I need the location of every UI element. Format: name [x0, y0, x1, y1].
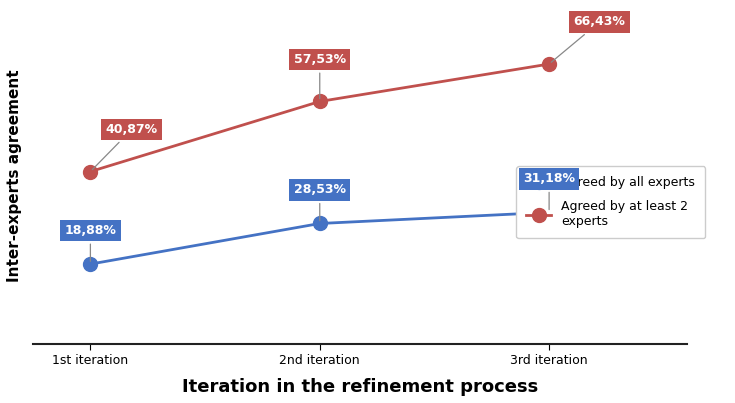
Text: 57,53%: 57,53% [294, 53, 345, 99]
Text: 40,87%: 40,87% [93, 123, 158, 170]
Y-axis label: Inter-experts agreement: Inter-experts agreement [7, 69, 22, 282]
Legend: Agreed by all experts, Agreed by at least 2
experts: Agreed by all experts, Agreed by at leas… [517, 166, 706, 238]
Text: 31,18%: 31,18% [523, 172, 575, 210]
Agreed by at least 2
experts [545, 62, 553, 66]
Line: Agreed by at least 2
experts: Agreed by at least 2 experts [84, 57, 556, 179]
Agreed by all experts [545, 210, 553, 215]
Agreed by all experts [86, 262, 95, 266]
X-axis label: Iteration in the refinement process: Iteration in the refinement process [182, 378, 538, 396]
Line: Agreed by all experts: Agreed by all experts [84, 206, 556, 271]
Text: 28,53%: 28,53% [294, 183, 345, 221]
Text: 66,43%: 66,43% [551, 15, 625, 62]
Agreed by all experts [315, 221, 324, 226]
Agreed by at least 2
experts [315, 99, 324, 104]
Agreed by at least 2
experts [86, 169, 95, 174]
Text: 18,88%: 18,88% [65, 224, 116, 261]
